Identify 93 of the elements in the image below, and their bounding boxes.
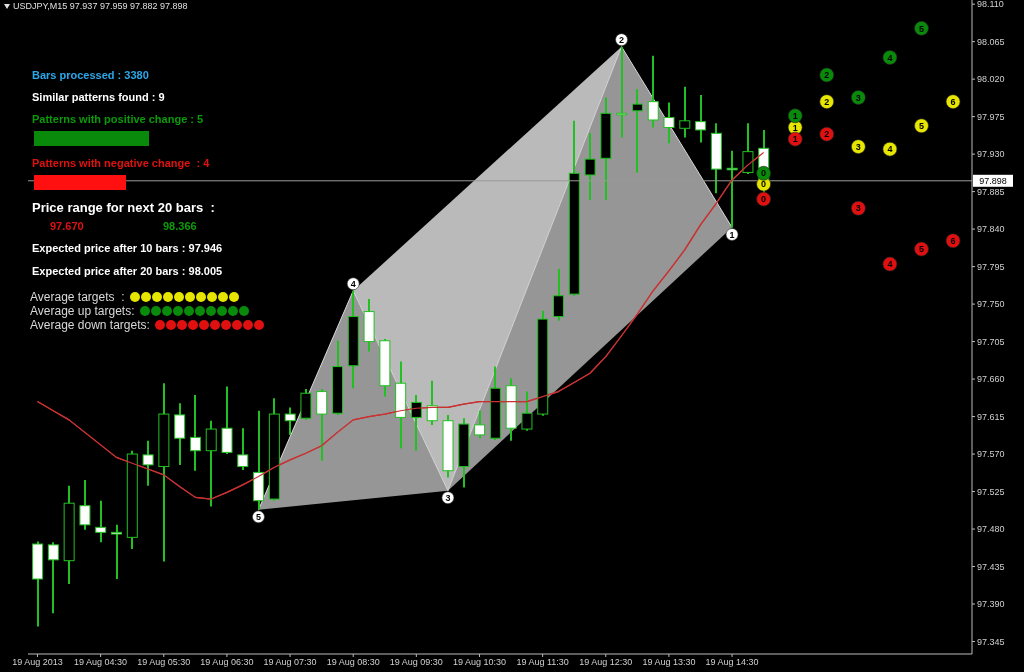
candlestick — [237, 427, 249, 471]
y-tick-label: 97.930 — [977, 149, 1005, 160]
y-tick-label: 97.435 — [977, 561, 1005, 572]
candlestick — [284, 406, 296, 436]
x-tick-label: 19 Aug 07:30 — [263, 657, 317, 668]
y-tick-label: 97.705 — [977, 336, 1005, 347]
candlestick — [47, 541, 59, 615]
annotation: Patterns with positive change : 5 — [32, 113, 204, 125]
annotation: 0 — [761, 168, 767, 179]
y-tick-label: 97.795 — [977, 261, 1005, 272]
annotation: 4 — [350, 278, 356, 289]
annotation: 3 — [855, 203, 861, 214]
y-tick-label: 97.885 — [977, 186, 1005, 197]
annotation: 0 — [761, 194, 767, 205]
y-tick-label: 97.975 — [977, 111, 1005, 122]
candlestick — [631, 88, 643, 174]
annotation: Patterns with negative change : 4 — [32, 157, 210, 169]
annotation: 1 — [792, 134, 798, 145]
annotation: 2 — [619, 34, 625, 45]
x-tick-label: 19 Aug 06:30 — [200, 657, 254, 668]
annotation: 5 — [918, 23, 924, 34]
y-tick-label: 97.525 — [977, 486, 1005, 497]
annotation: 2 — [824, 129, 830, 140]
candlestick — [584, 132, 596, 201]
x-tick-label: 19 Aug 08:30 — [326, 657, 380, 668]
annotation: 6 — [950, 96, 956, 107]
x-tick-label: 19 Aug 04:30 — [74, 657, 128, 668]
x-tick-label: 19 Aug 2013 — [12, 657, 63, 668]
candlestick — [189, 393, 201, 472]
y-tick-label: 97.480 — [977, 524, 1005, 535]
candlestick — [521, 390, 533, 432]
candlestick — [426, 379, 438, 426]
annotation: 3 — [855, 92, 861, 103]
y-tick-label: 97.615 — [977, 411, 1005, 422]
x-tick-label: 19 Aug 14:30 — [705, 657, 759, 668]
y-tick-label: 97.750 — [977, 299, 1005, 310]
candlestick — [695, 93, 707, 144]
annotation: Expected price after 10 bars : 97.946 — [32, 242, 223, 254]
candlestick — [553, 268, 565, 322]
x-tick-label: 19 Aug 13:30 — [642, 657, 696, 668]
legend-label: Average targets : — [30, 290, 125, 304]
annotation: Similar patterns found : 9 — [32, 91, 165, 103]
candlestick — [679, 85, 691, 139]
annotation: 6 — [950, 235, 956, 246]
x-tick-label: 19 Aug 11:30 — [516, 657, 569, 668]
candlestick — [174, 402, 186, 466]
candlestick — [316, 388, 328, 462]
annotation: 5 — [918, 121, 924, 131]
x-tick-label: 19 Aug 10:30 — [452, 657, 507, 668]
legend-label: Average down targets: — [30, 318, 150, 332]
x-tick-label: 19 Aug 09:30 — [389, 657, 443, 668]
annotation: 2 — [824, 96, 830, 107]
y-tick-label: 97.840 — [977, 224, 1005, 235]
annotation: 5 — [918, 244, 924, 255]
candlestick — [474, 409, 486, 440]
candlestick — [111, 523, 123, 581]
annotation: 4 — [887, 259, 893, 270]
y-tick-label: 98.110 — [977, 0, 1004, 10]
candlestick — [79, 478, 91, 531]
annotation: 0 — [761, 179, 767, 190]
candlestick — [205, 419, 217, 508]
x-tick-label: 19 Aug 12:30 — [579, 657, 633, 668]
candlestick — [663, 101, 675, 145]
y-tick-label: 97.570 — [977, 449, 1005, 460]
legend-label: Average up targets: — [30, 304, 135, 318]
annotation: Expected price after 20 bars : 98.005 — [32, 265, 223, 277]
annotation: 97.670 — [50, 220, 84, 232]
annotation: 4 — [887, 52, 893, 63]
y-tick-label: 98.065 — [977, 36, 1005, 47]
annotation: 98.366 — [163, 220, 197, 232]
point — [945, 94, 961, 109]
annotation: Price range for next 20 bars : — [32, 200, 215, 215]
y-tick-label: 97.660 — [977, 374, 1005, 385]
chart-title: USDJPY,M15 97.937 97.959 97.882 97.898 — [13, 1, 188, 11]
annotation: Bars processed : 3380 — [32, 69, 149, 81]
annotation: 1 — [792, 122, 798, 133]
x-tick-label: 19 Aug 05:30 — [137, 657, 191, 668]
annotation: 3 — [855, 141, 861, 152]
ref-line-label: 97.898 — [979, 175, 1007, 186]
y-tick-label: 97.345 — [977, 636, 1005, 647]
annotation: 5 — [255, 512, 261, 523]
annotation: 4 — [887, 144, 893, 155]
annotation: 1 — [792, 111, 798, 121]
candlestick — [742, 122, 754, 176]
annotation: 1 — [729, 229, 735, 240]
y-tick-label: 98.020 — [977, 74, 1005, 85]
candlestick — [410, 393, 422, 452]
annotation: 3 — [445, 492, 451, 503]
candlestick — [142, 439, 154, 487]
candlestick — [95, 499, 107, 544]
annotation: 2 — [824, 70, 830, 81]
y-tick-label: 97.390 — [977, 599, 1005, 610]
candlestick — [647, 54, 659, 129]
